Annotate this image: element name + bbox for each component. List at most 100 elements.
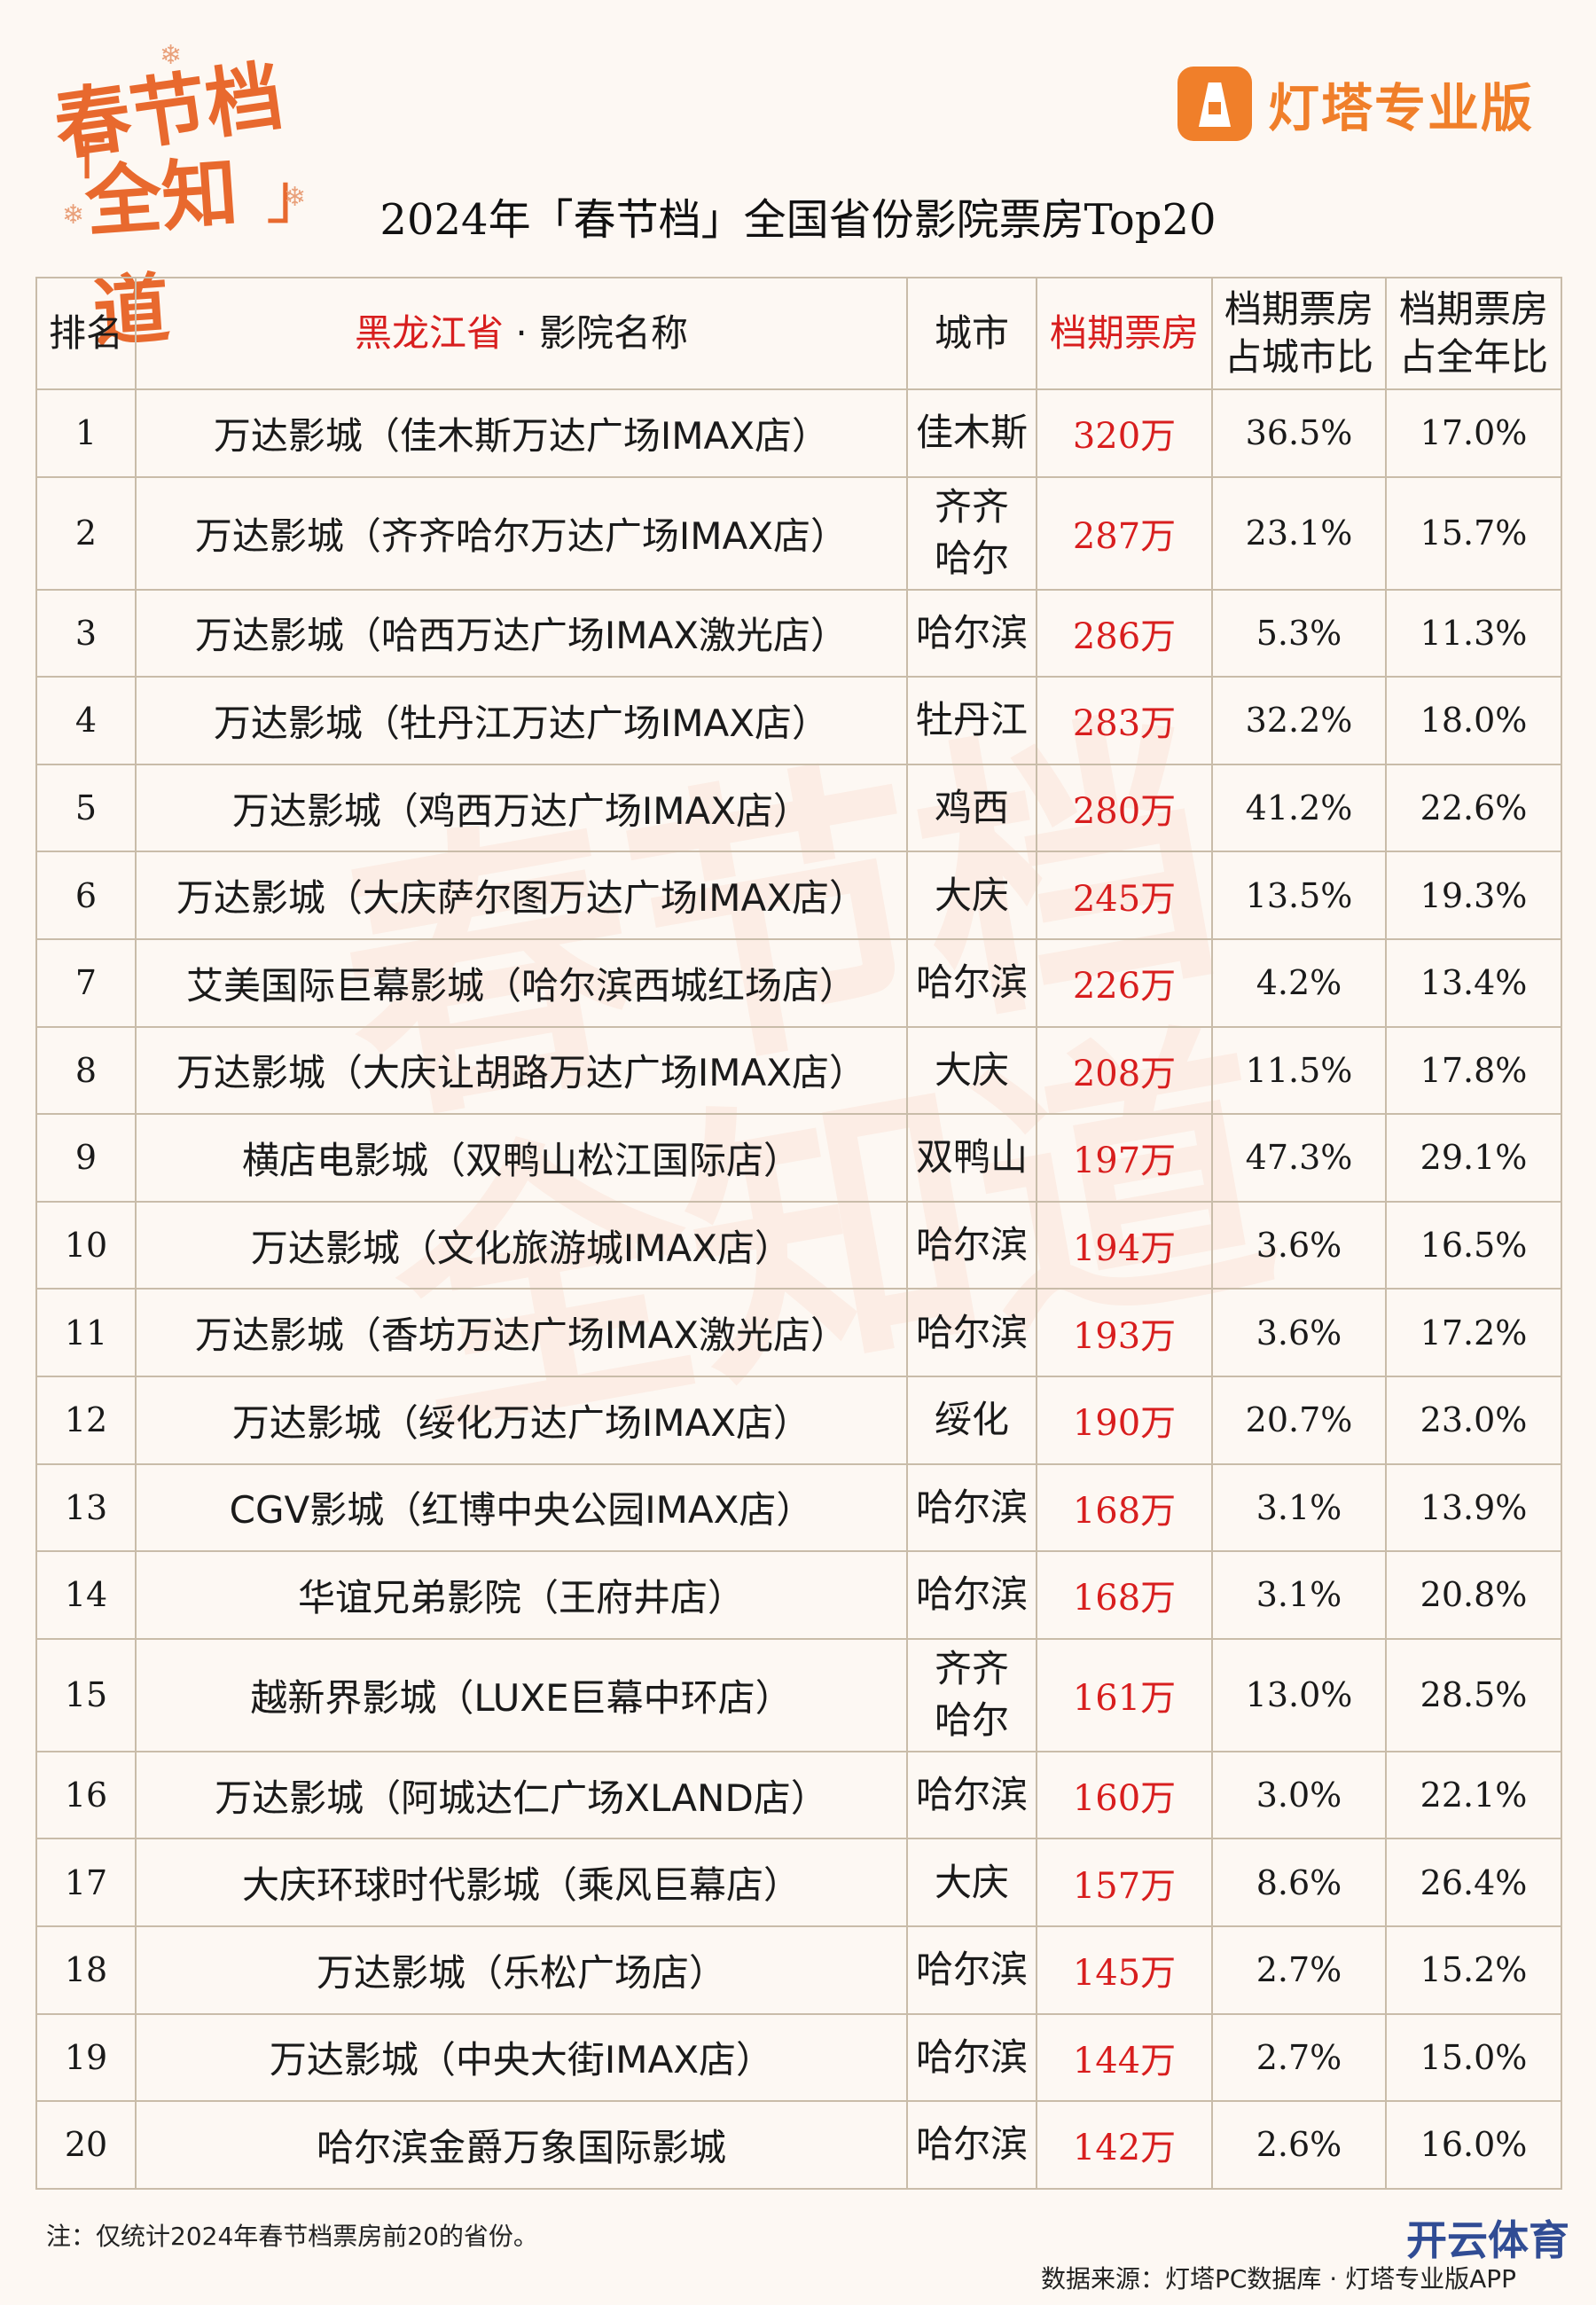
city-line: 哈尔滨 bbox=[915, 2122, 1028, 2167]
cinema-name-cell: 万达影城（齐齐哈尔万达广场IMAX店） bbox=[135, 475, 908, 591]
city-cell: 哈尔滨 bbox=[906, 1550, 1037, 1640]
city-cell: 绥化 bbox=[906, 1375, 1037, 1465]
rank-cell: 19 bbox=[35, 2012, 137, 2103]
table-row: 8 万达影城（大庆让胡路万达广场IMAX店） 大庆 208万 11.5% 17.8% bbox=[35, 1025, 1562, 1116]
rank-cell: 18 bbox=[35, 1925, 137, 2015]
snowflake-icon: ❄ bbox=[284, 182, 307, 213]
cinema-name-cell: 华谊兄弟影院（王府井店） bbox=[135, 1550, 908, 1640]
cinema-name-cell: CGV影城（红博中央公园IMAX店） bbox=[135, 1462, 908, 1553]
rank-cell: 12 bbox=[35, 1375, 137, 1465]
city-line: 大庆 bbox=[934, 873, 1009, 917]
city-cell: 哈尔滨 bbox=[906, 2100, 1037, 2190]
year-ratio-cell: 23.0% bbox=[1385, 1375, 1562, 1465]
boxoffice-cell: 245万 bbox=[1036, 851, 1213, 940]
brand-name: 灯塔专业版 bbox=[1267, 78, 1534, 138]
year-ratio-cell: 15.7% bbox=[1385, 475, 1562, 591]
city-line: 鸡西 bbox=[934, 786, 1009, 830]
year-ratio-cell: 29.1% bbox=[1385, 1113, 1562, 1203]
table-body: 1 万达影城（佳木斯万达广场IMAX店） 佳木斯 320万 36.5% 17.0% 2 万达影… bbox=[35, 388, 1562, 2190]
table-header-row: 排名 黑龙江省 · 影院名称 城市 档期票房 档期票房 占城市比 档期票房 占全… bbox=[35, 277, 1562, 390]
page-title: 2024年「春节档」全国省份影院票房Top20 bbox=[379, 195, 1217, 245]
city-ratio-cell: 8.6% bbox=[1211, 1838, 1387, 1927]
snowflake-icon: ❄ bbox=[62, 200, 85, 231]
table-row: 18 万达影城（乐松广场店） 哈尔滨 145万 2.7% 15.2% bbox=[35, 1925, 1562, 2015]
rank-cell: 11 bbox=[35, 1288, 137, 1377]
header-year-ratio: 档期票房 占全年比 bbox=[1385, 277, 1562, 390]
year-ratio-cell: 18.0% bbox=[1385, 676, 1562, 765]
city-ratio-cell: 5.3% bbox=[1211, 588, 1387, 678]
table-row: 6 万达影城（大庆萨尔图万达广场IMAX店） 大庆 245万 13.5% 19.3% bbox=[35, 851, 1562, 940]
lighthouse-icon bbox=[1177, 67, 1252, 141]
city-cell: 双鸭山 bbox=[906, 1113, 1037, 1203]
year-ratio-cell: 26.4% bbox=[1385, 1838, 1562, 1927]
rank-cell: 5 bbox=[35, 763, 137, 853]
cinema-name-cell: 万达影城（香坊万达广场IMAX激光店） bbox=[135, 1288, 908, 1377]
city-ratio-cell: 23.1% bbox=[1211, 475, 1387, 591]
ranking-table: 排名 黑龙江省 · 影院名称 城市 档期票房 档期票房 占城市比 档期票房 占全… bbox=[35, 277, 1562, 2190]
table-row: 9 横店电影城（双鸭山松江国际店） 双鸭山 197万 47.3% 29.1% bbox=[35, 1113, 1562, 1203]
city-cell: 大庆 bbox=[906, 1838, 1037, 1927]
header-rank: 排名 bbox=[35, 277, 137, 390]
boxoffice-cell: 208万 bbox=[1036, 1025, 1213, 1116]
header: 「 春节档 全知道 」 ❄ ❄ ❄ 灯塔专业版 2024年「春节档」全国省份影院… bbox=[0, 0, 1596, 358]
year-ratio-cell: 13.9% bbox=[1385, 1462, 1562, 1553]
boxoffice-cell: 144万 bbox=[1036, 2012, 1213, 2103]
cinema-name-cell: 万达影城（鸡西万达广场IMAX店） bbox=[135, 763, 908, 853]
cinema-name-cell: 横店电影城（双鸭山松江国际店） bbox=[135, 1113, 908, 1203]
header-boxoffice: 档期票房 bbox=[1036, 277, 1213, 390]
city-line: 哈尔滨 bbox=[915, 1485, 1028, 1529]
city-cell: 哈尔滨 bbox=[906, 2012, 1037, 2103]
data-source: 数据来源：灯塔PC数据库 · 灯塔专业版APP bbox=[1040, 2264, 1516, 2293]
year-ratio-cell: 16.5% bbox=[1385, 1200, 1562, 1290]
cinema-name-cell: 万达影城（大庆让胡路万达广场IMAX店） bbox=[135, 1025, 908, 1116]
table-row: 4 万达影城（牡丹江万达广场IMAX店） 牡丹江 283万 32.2% 18.0% bbox=[35, 676, 1562, 765]
boxoffice-cell: 145万 bbox=[1036, 1925, 1213, 2015]
city-line: 哈尔滨 bbox=[915, 1223, 1028, 1267]
table-row: 10 万达影城（文化旅游城IMAX店） 哈尔滨 194万 3.6% 16.5% bbox=[35, 1200, 1562, 1290]
boxoffice-cell: 287万 bbox=[1036, 475, 1213, 591]
footnote: 注：仅统计2024年春节档票房前20的省份。 bbox=[46, 2222, 538, 2251]
city-ratio-cell: 2.7% bbox=[1211, 2012, 1387, 2103]
city-ratio-cell: 4.2% bbox=[1211, 937, 1387, 1028]
table-row: 13 CGV影城（红博中央公园IMAX店） 哈尔滨 168万 3.1% 13.9% bbox=[35, 1462, 1562, 1553]
boxoffice-cell: 157万 bbox=[1036, 1838, 1213, 1927]
header-city: 城市 bbox=[906, 277, 1037, 390]
rank-cell: 7 bbox=[35, 937, 137, 1028]
cinema-name-cell: 大庆环球时代影城（乘风巨幕店） bbox=[135, 1838, 908, 1927]
year-ratio-cell: 22.1% bbox=[1385, 1750, 1562, 1840]
corner-watermark: 开云体育 bbox=[1406, 2216, 1569, 2264]
cinema-name-cell: 万达影城（哈西万达广场IMAX激光店） bbox=[135, 588, 908, 678]
city-ratio-cell: 11.5% bbox=[1211, 1025, 1387, 1116]
year-ratio-cell: 19.3% bbox=[1385, 851, 1562, 940]
city-line: 绥化 bbox=[934, 1398, 1009, 1442]
rank-cell: 10 bbox=[35, 1200, 137, 1290]
city-ratio-cell: 13.5% bbox=[1211, 851, 1387, 940]
table-row: 11 万达影城（香坊万达广场IMAX激光店） 哈尔滨 193万 3.6% 17.2% bbox=[35, 1288, 1562, 1377]
city-cell: 大庆 bbox=[906, 851, 1037, 940]
city-line: 哈尔滨 bbox=[915, 1572, 1028, 1617]
city-line: 哈尔滨 bbox=[915, 2035, 1028, 2079]
table-row: 2 万达影城（齐齐哈尔万达广场IMAX店） 齐齐 哈尔 287万 23.1% 15.7% bbox=[35, 475, 1562, 591]
cinema-name-cell: 万达影城（乐松广场店） bbox=[135, 1925, 908, 2015]
rank-cell: 8 bbox=[35, 1025, 137, 1116]
city-line: 哈尔 bbox=[934, 537, 1009, 581]
year-ratio-cell: 15.0% bbox=[1385, 2012, 1562, 2103]
year-ratio-cell: 17.2% bbox=[1385, 1288, 1562, 1377]
year-ratio-cell: 11.3% bbox=[1385, 588, 1562, 678]
cinema-name-cell: 万达影城（绥化万达广场IMAX店） bbox=[135, 1375, 908, 1465]
city-ratio-cell: 47.3% bbox=[1211, 1113, 1387, 1203]
city-ratio-cell: 3.0% bbox=[1211, 1750, 1387, 1840]
table-row: 14 华谊兄弟影院（王府井店） 哈尔滨 168万 3.1% 20.8% bbox=[35, 1550, 1562, 1640]
header-name-suffix: · 影院名称 bbox=[515, 311, 689, 355]
city-cell: 大庆 bbox=[906, 1025, 1037, 1116]
city-cell: 哈尔滨 bbox=[906, 1200, 1037, 1290]
rank-cell: 2 bbox=[35, 475, 137, 591]
festival-logo: 「 春节档 全知道 」 ❄ ❄ ❄ bbox=[44, 40, 328, 358]
rank-cell: 9 bbox=[35, 1113, 137, 1203]
header-province: 黑龙江省 bbox=[354, 311, 504, 355]
city-cell: 哈尔滨 bbox=[906, 588, 1037, 678]
year-ratio-cell: 20.8% bbox=[1385, 1550, 1562, 1640]
city-line: 哈尔滨 bbox=[915, 1948, 1028, 1992]
city-line: 牡丹江 bbox=[915, 698, 1028, 742]
city-cell: 哈尔滨 bbox=[906, 1462, 1037, 1553]
